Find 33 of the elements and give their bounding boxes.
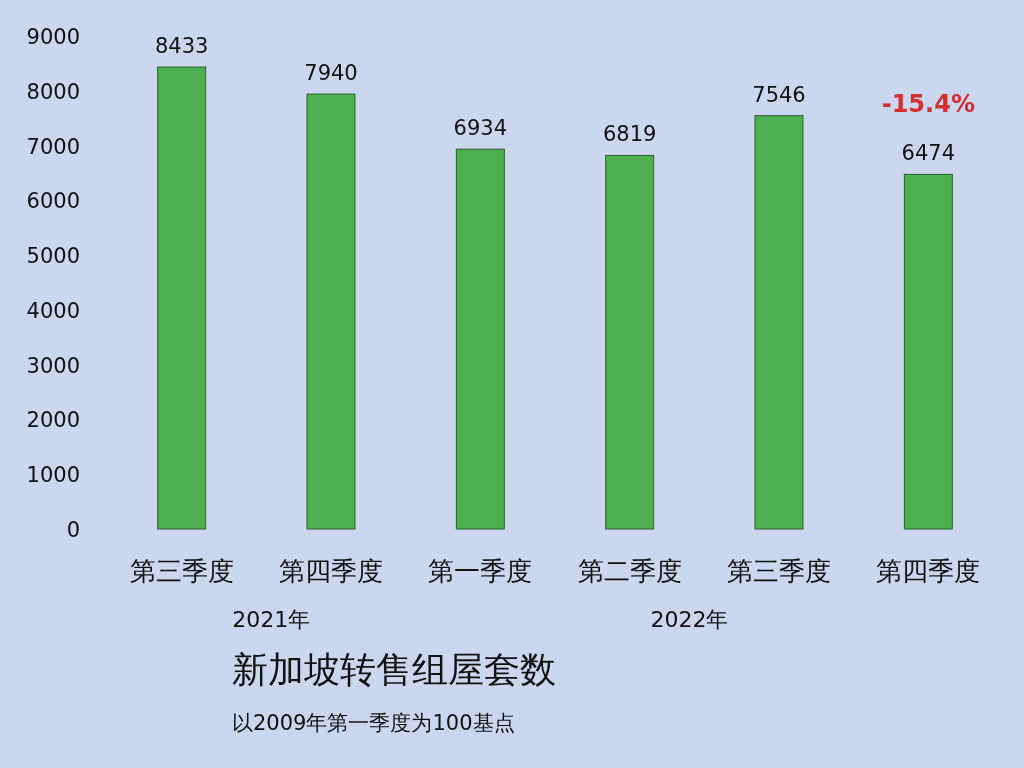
- data-label: 7940: [304, 61, 358, 86]
- x-tick-label: 第二季度: [577, 556, 682, 586]
- y-tick-label: 0: [66, 518, 80, 542]
- y-tick-label: 3000: [26, 353, 80, 378]
- text: 以2009年第一季度为100基点: [232, 711, 515, 735]
- text: 2021年: [232, 607, 311, 632]
- x-tick-label: 第三季度: [727, 556, 831, 586]
- x-tick-label: 第四季度: [279, 556, 383, 586]
- bar: [306, 93, 356, 530]
- y-tick-label: 4000: [26, 298, 80, 323]
- y-tick-label: 1000: [26, 463, 80, 488]
- bar: [455, 148, 505, 530]
- x-tick-label: 第四季度: [876, 556, 981, 586]
- data-label: 6474: [901, 141, 956, 166]
- y-tick-label: 5000: [26, 244, 80, 269]
- bar: [157, 66, 207, 530]
- x-tick-label: 第三季度: [129, 556, 234, 586]
- y-tick-label: 2000: [26, 408, 80, 433]
- data-label: 7546: [752, 82, 806, 107]
- x-tick-label: 第一季度: [428, 556, 533, 586]
- annotation: -15.4%: [881, 90, 975, 118]
- bar: [903, 173, 953, 530]
- bar: [605, 154, 655, 530]
- y-tick-label: 9000: [26, 25, 80, 49]
- y-tick-label: 6000: [26, 189, 80, 214]
- y-tick-label: 8000: [26, 79, 80, 104]
- y-tick-label: 7000: [26, 134, 80, 159]
- bar: [754, 115, 804, 530]
- data-label: 8433: [154, 34, 209, 59]
- text: 2022年: [650, 607, 729, 632]
- text: 新加坡转售组屋套数: [232, 649, 556, 690]
- data-label: 6819: [602, 122, 657, 147]
- data-label: 6934: [453, 116, 508, 141]
